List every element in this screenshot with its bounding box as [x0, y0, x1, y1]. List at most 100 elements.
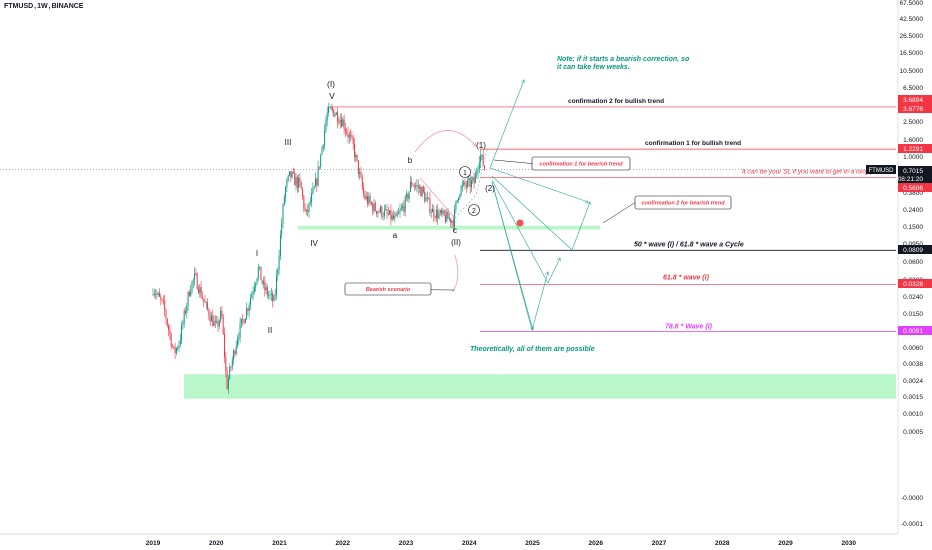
candle-body — [225, 357, 227, 372]
candle-body — [161, 299, 163, 301]
candle-body — [411, 181, 413, 186]
y-tick-label: 1.0000 — [903, 154, 923, 161]
candle-body — [307, 209, 309, 212]
price-tag-3-6894-bg — [898, 95, 932, 104]
candle-body — [183, 310, 185, 323]
callout-bearish-1-pointer — [493, 159, 533, 164]
y-tick-label: 67.5000 — [900, 0, 924, 7]
level-label-confirmation-2-bullish: confirmation 2 for bullish trend — [568, 98, 664, 105]
candle-body — [415, 185, 417, 187]
y-tick-label: 0.2400 — [903, 207, 923, 214]
candle-body — [257, 267, 259, 279]
candle-body — [173, 346, 175, 348]
candle-body — [406, 194, 407, 198]
candle-body — [317, 166, 319, 186]
candle-body — [296, 177, 298, 188]
candle-body — [157, 292, 159, 295]
candle-body — [330, 107, 332, 109]
callout-bearish-scenario-label: Bearish scenario — [366, 287, 411, 293]
candle-body — [248, 305, 250, 311]
axis-corner — [899, 535, 932, 550]
candle-body — [185, 310, 186, 314]
candle-body — [289, 171, 290, 176]
y-tick-label: 0.1500 — [903, 224, 923, 231]
candle-body — [390, 210, 392, 220]
candle-body — [295, 177, 297, 186]
alert-marker-icon[interactable] — [516, 219, 524, 227]
candle-body — [291, 172, 293, 178]
price-tag-current-bg — [898, 166, 932, 175]
wave-label-circled-2: 2 — [472, 208, 476, 215]
candle-body — [439, 210, 441, 214]
candle-body — [270, 293, 272, 295]
y-tick-label: -0.0001 — [901, 521, 923, 528]
candle-body — [269, 294, 271, 296]
candle-body — [155, 293, 157, 295]
candle-body — [231, 359, 233, 367]
candle-body — [430, 212, 432, 213]
candle-body — [338, 121, 340, 123]
candle-body — [474, 174, 476, 184]
x-tick-label: 2019 — [146, 540, 161, 547]
candle-body — [292, 172, 294, 173]
candle-body — [229, 366, 231, 379]
candle-body — [433, 208, 435, 218]
bearish-scenario-arc — [451, 254, 459, 293]
candle-body — [393, 215, 394, 219]
candles-group — [152, 102, 485, 394]
candle-body — [281, 223, 283, 235]
wave-label: (II) — [451, 238, 461, 247]
candle-body — [303, 196, 305, 209]
candle-body — [196, 273, 198, 290]
price-tag-3-6894-text: 3.6894 — [903, 97, 923, 104]
candle-body — [322, 144, 324, 148]
candle-body — [357, 160, 359, 174]
candle-body — [347, 133, 349, 138]
candle-body — [187, 292, 189, 306]
candle-body — [282, 204, 284, 224]
candle-body — [389, 210, 391, 215]
candle-body — [277, 268, 279, 276]
candle-body — [367, 196, 368, 204]
candle-body — [448, 218, 450, 220]
price-tag-0-0809-text: 0.0809 — [903, 247, 923, 254]
candle-body — [321, 147, 323, 155]
candle-body — [273, 296, 275, 302]
candle-body — [213, 321, 215, 327]
y-tick-label: 42.5000 — [900, 16, 924, 23]
candle-body — [242, 318, 244, 320]
candle-body — [482, 154, 484, 166]
candle-body — [461, 184, 463, 187]
candle-body — [233, 350, 235, 360]
candle-body — [252, 291, 254, 294]
wave-label: (1) — [476, 141, 486, 150]
y-tick-label: 0.0600 — [903, 259, 923, 266]
candle-body — [260, 266, 262, 281]
x-tick-label: 2024 — [462, 540, 477, 547]
candle-body — [256, 278, 258, 284]
callout-bearish-2-label: confirmation 2 for bearish trend — [641, 201, 725, 207]
candle-body — [348, 134, 350, 138]
candle-body — [153, 293, 155, 295]
symbol-exchange: BINANCE — [51, 3, 84, 10]
bearish-arc-arrow — [414, 130, 476, 153]
candle-body — [334, 114, 336, 117]
y-tick-label: 2.5000 — [903, 119, 923, 126]
callout-bearish-1-box — [531, 156, 631, 171]
candle-body — [363, 187, 365, 195]
price-tag-0-5606-bg — [898, 183, 932, 192]
callout-bearish-2-box — [634, 195, 732, 210]
candle-body — [324, 130, 326, 145]
candle-body — [190, 291, 192, 296]
y-tick-label: 0.0240 — [903, 294, 923, 301]
x-tick-label: 2028 — [715, 540, 730, 547]
candle-body — [437, 210, 439, 219]
level-label-stop-loss: It can be your SL if you want to get in … — [742, 169, 893, 176]
y-tick-label: 0.0024 — [903, 378, 923, 385]
candle-body — [169, 330, 171, 335]
symbol-separator: , — [34, 3, 37, 10]
candle-body — [435, 210, 437, 219]
price-tag-0-0328-bg — [898, 279, 932, 288]
wave-label: a — [393, 231, 398, 240]
